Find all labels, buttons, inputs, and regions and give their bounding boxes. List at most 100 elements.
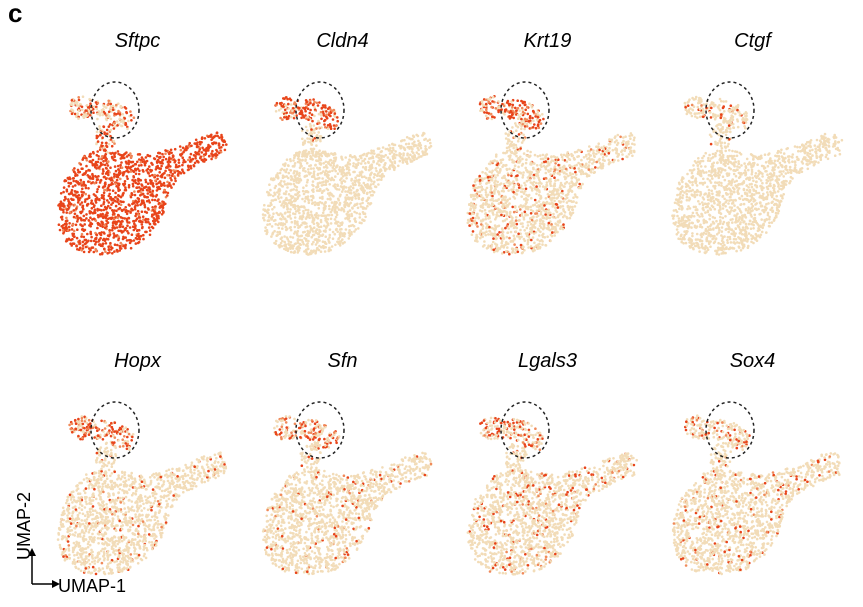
cell-point <box>157 187 160 191</box>
cell-point <box>120 166 124 169</box>
cell-point <box>68 222 71 225</box>
cell-point <box>507 227 510 230</box>
cell-point <box>512 223 516 227</box>
cell-point <box>354 176 357 179</box>
cell-point <box>532 225 535 229</box>
cell-point <box>99 179 102 183</box>
cell-point <box>577 178 581 181</box>
cell-point <box>300 116 303 120</box>
cell-point <box>352 170 355 174</box>
cell-point <box>105 219 108 222</box>
cell-point <box>324 217 327 220</box>
cell-point <box>572 196 575 199</box>
cell-point <box>120 119 123 123</box>
cell-point <box>263 214 267 217</box>
cell-point <box>328 246 331 250</box>
cell-point <box>519 243 523 247</box>
cell-point <box>581 182 584 186</box>
cell-point <box>131 178 134 182</box>
cell-point <box>310 128 313 131</box>
cell-point <box>506 99 510 103</box>
cell-point <box>336 183 339 187</box>
cell-point <box>488 225 491 229</box>
cell-point <box>337 188 341 191</box>
cell-point <box>306 137 309 140</box>
cell-point <box>208 154 211 158</box>
cell-point <box>513 164 517 167</box>
cell-point <box>149 170 153 173</box>
cell-point <box>185 148 188 152</box>
cell-point <box>549 173 552 176</box>
cell-point <box>159 167 162 171</box>
cell-point <box>526 213 529 217</box>
cell-point <box>350 212 353 216</box>
cell-point <box>265 232 268 236</box>
cell-point <box>514 192 517 195</box>
cell-point <box>491 211 494 214</box>
cell-point <box>486 116 490 120</box>
cell-point <box>74 223 78 227</box>
cell-point <box>67 198 70 201</box>
cell-point <box>591 162 594 165</box>
cell-point <box>505 224 509 228</box>
cell-point <box>118 225 121 229</box>
cell-point <box>123 217 127 220</box>
cell-point <box>94 160 98 164</box>
cell-point <box>488 170 491 173</box>
cell-point <box>319 220 323 224</box>
cell-point <box>153 210 156 213</box>
cell-point <box>560 212 563 215</box>
cell-point <box>520 195 523 198</box>
cell-point <box>303 221 307 224</box>
cell-point <box>270 203 273 206</box>
cell-point <box>357 178 361 182</box>
cell-point <box>192 164 195 167</box>
cell-point <box>196 143 199 147</box>
cell-point <box>529 227 532 231</box>
cell-point <box>595 149 599 152</box>
cell-point <box>519 232 522 235</box>
cell-point <box>82 207 85 211</box>
cell-point <box>544 155 547 159</box>
cell-point <box>595 152 598 156</box>
cell-point <box>367 176 371 180</box>
cell-point <box>102 170 105 173</box>
cell-point <box>325 110 328 113</box>
cell-point <box>523 127 526 131</box>
cell-point <box>524 207 528 210</box>
cell-point <box>77 109 81 112</box>
cell-point <box>315 228 319 231</box>
cell-point <box>283 180 286 183</box>
cell-point <box>500 239 504 243</box>
cell-point <box>592 158 595 162</box>
cell-point <box>470 201 473 205</box>
cell-point <box>378 170 381 174</box>
cell-point <box>518 237 522 240</box>
cell-point <box>293 203 296 207</box>
cell-point <box>138 237 142 241</box>
cell-point <box>317 119 320 123</box>
cell-point <box>355 190 358 193</box>
cell-point <box>518 109 521 112</box>
cell-point <box>161 152 164 156</box>
cell-point <box>118 171 122 175</box>
cell-point <box>782 170 785 173</box>
cell-point <box>140 210 144 213</box>
cell-point <box>565 180 569 184</box>
cell-point <box>155 155 159 158</box>
cell-point <box>312 167 315 170</box>
cell-point <box>345 171 349 175</box>
cell-point <box>533 162 536 165</box>
cell-point <box>304 225 307 229</box>
cell-point <box>575 163 578 167</box>
cell-point <box>328 192 331 195</box>
cell-point <box>200 151 204 154</box>
cell-point <box>68 201 71 204</box>
cell-point <box>502 209 506 213</box>
cell-point <box>492 227 495 230</box>
cell-point <box>535 164 539 167</box>
cell-point <box>115 185 118 188</box>
cell-point <box>273 205 276 209</box>
cell-point <box>588 145 591 148</box>
cell-point <box>521 173 525 177</box>
